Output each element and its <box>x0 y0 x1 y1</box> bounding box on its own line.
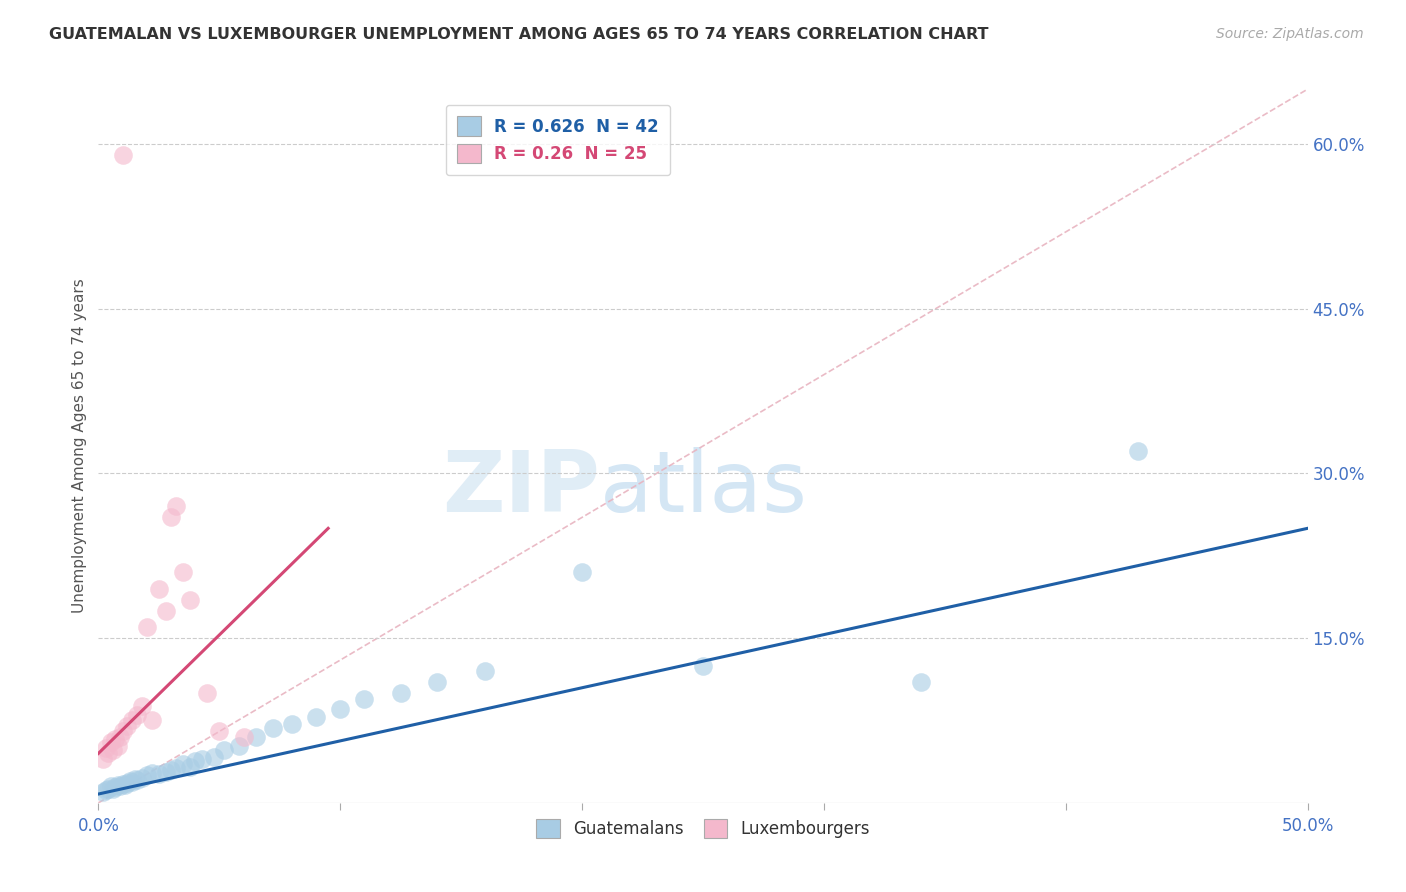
Point <box>155 604 177 618</box>
Text: GUATEMALAN VS LUXEMBOURGER UNEMPLOYMENT AMONG AGES 65 TO 74 YEARS CORRELATION CH: GUATEMALAN VS LUXEMBOURGER UNEMPLOYMENT … <box>49 27 988 42</box>
Point <box>208 724 231 739</box>
Point <box>160 763 183 777</box>
Point <box>124 772 146 786</box>
Point <box>94 782 117 797</box>
Point <box>172 566 194 580</box>
Text: atlas: atlas <box>600 447 808 531</box>
Point <box>135 768 157 782</box>
Point <box>148 582 170 596</box>
Point <box>108 780 131 794</box>
Point <box>131 699 153 714</box>
Point <box>165 500 187 514</box>
Point <box>118 773 141 788</box>
Point <box>91 752 114 766</box>
Legend: Guatemalans, Luxembourgers: Guatemalans, Luxembourgers <box>530 812 876 845</box>
Point <box>179 759 201 773</box>
Point <box>389 686 412 700</box>
Point <box>353 691 375 706</box>
Point <box>155 765 177 780</box>
Point <box>204 749 226 764</box>
Point <box>100 780 122 794</box>
Point <box>114 778 136 792</box>
Point <box>692 658 714 673</box>
Point <box>91 785 114 799</box>
Point <box>474 664 496 678</box>
Point <box>97 781 120 796</box>
Point <box>104 732 127 747</box>
Point <box>111 777 134 791</box>
Point <box>141 714 163 728</box>
Point <box>165 761 187 775</box>
Point <box>195 686 218 700</box>
Point <box>117 719 139 733</box>
Point <box>101 743 124 757</box>
Text: Source: ZipAtlas.com: Source: ZipAtlas.com <box>1216 27 1364 41</box>
Point <box>127 708 149 723</box>
Point <box>108 730 131 744</box>
Point <box>232 730 254 744</box>
Point <box>107 778 129 792</box>
Point <box>262 721 284 735</box>
Point <box>571 566 593 580</box>
Point <box>121 714 143 728</box>
Point <box>160 510 183 524</box>
Point <box>910 675 932 690</box>
Point <box>135 620 157 634</box>
Point <box>305 710 328 724</box>
Point <box>111 724 134 739</box>
Point <box>228 739 250 753</box>
Point <box>101 781 124 796</box>
Point <box>184 754 207 768</box>
Point <box>94 740 117 755</box>
Point <box>121 775 143 789</box>
Point <box>191 752 214 766</box>
Point <box>127 772 149 787</box>
Text: ZIP: ZIP <box>443 447 600 531</box>
Point <box>104 780 127 795</box>
Point <box>141 766 163 780</box>
Point <box>97 747 120 761</box>
Point <box>426 675 449 690</box>
Point <box>148 767 170 781</box>
Y-axis label: Unemployment Among Ages 65 to 74 years: Unemployment Among Ages 65 to 74 years <box>72 278 87 614</box>
Point <box>329 702 352 716</box>
Point <box>100 735 122 749</box>
Point <box>172 757 194 772</box>
Point <box>1128 444 1150 458</box>
Point <box>117 776 139 790</box>
Point <box>111 148 134 162</box>
Point <box>179 592 201 607</box>
Point <box>245 730 267 744</box>
Point <box>131 771 153 785</box>
Point <box>212 743 235 757</box>
Point <box>281 716 304 731</box>
Point <box>107 739 129 753</box>
